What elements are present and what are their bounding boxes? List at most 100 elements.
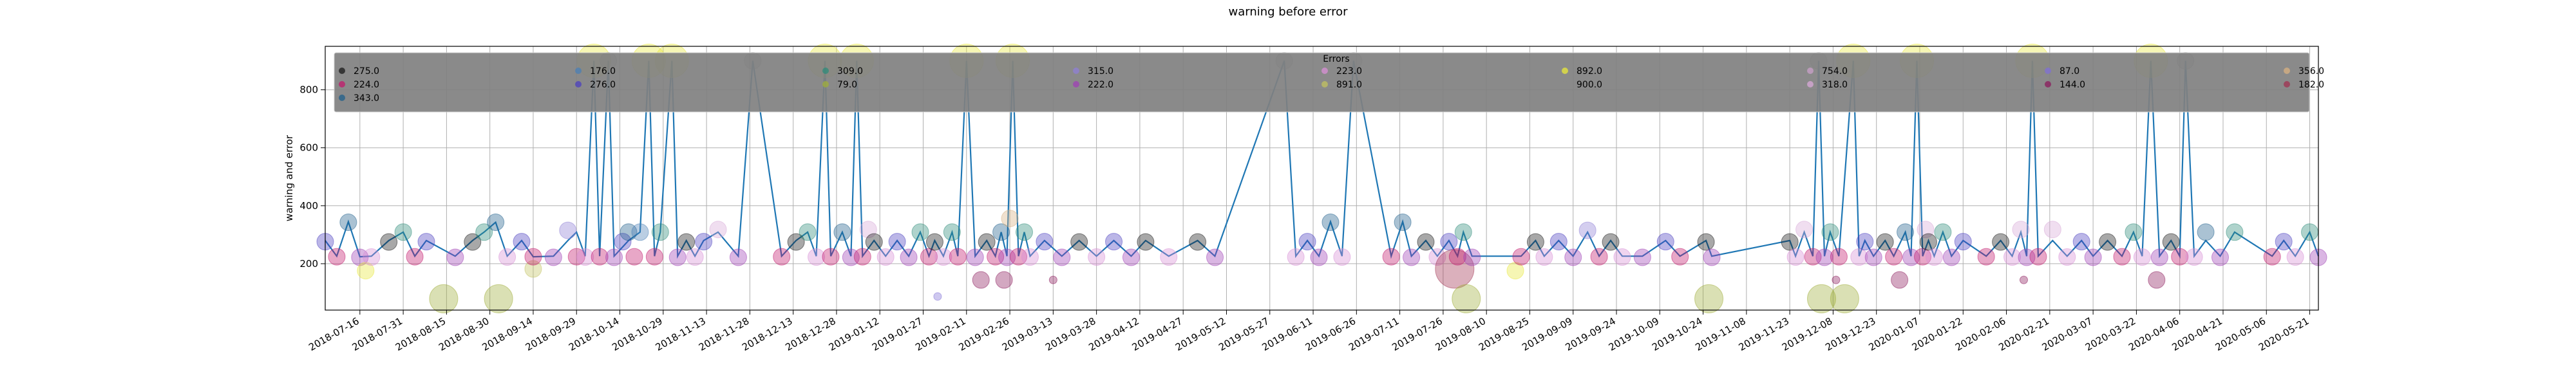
y-tick-label: 800 [299,84,318,96]
data-point [1287,248,1305,266]
data-point [363,248,381,266]
legend-marker [575,81,582,87]
data-point [1440,233,1458,251]
data-point [406,248,424,266]
data-point [1506,262,1524,280]
data-point [2029,248,2047,266]
data-point [1954,233,1972,251]
data-point [1815,248,1833,266]
data-point [1864,248,1882,266]
data-point [2211,248,2229,266]
data-point [2197,223,2215,241]
data-point [1321,213,1340,231]
data-point [1036,233,1054,251]
data-point [2012,221,2030,239]
legend-label: 275.0 [354,66,379,77]
data-point [1448,248,1466,266]
legend-label: 900.0 [1577,80,1602,90]
data-point [1656,233,1674,251]
data-point [1856,233,1874,251]
legend-marker [1562,68,1568,74]
plot-frame [325,46,2319,311]
legend-marker [339,81,345,87]
data-point [1919,233,1937,251]
legend-label: 315.0 [1088,66,1113,77]
data-point [394,223,412,241]
series-line [325,60,2320,259]
y-tick-label: 600 [299,142,318,154]
data-point [1934,223,1952,241]
data-point [888,233,906,251]
data-point [605,248,623,266]
data-point [853,248,871,266]
legend-marker [1807,68,1814,74]
data-point [943,223,961,241]
data-point [498,248,516,266]
data-point [1206,248,1224,266]
data-point [709,221,727,239]
data-point [1633,248,1651,266]
data-point [1795,221,1814,239]
data-point [2150,248,2168,266]
data-point [1435,249,1475,289]
data-point [1189,233,1207,251]
data-point [1897,223,1915,241]
data-point [1564,248,1582,266]
data-point [429,284,459,313]
data-point [484,284,513,313]
data-point [1512,248,1530,266]
data-point [625,248,643,266]
data-point [833,223,851,241]
data-point [1428,248,1446,266]
data-point [934,248,952,266]
data-point [1549,233,1567,251]
data-point [668,248,687,266]
data-point [1830,248,1848,266]
data-point [1160,248,1178,266]
data-point [2019,275,2028,284]
legend: Errors 275.0 224.0 343.0 176.0 276.0 309.0 79.… [334,52,2324,113]
legend-label: 892.0 [1577,66,1602,77]
data-point [911,223,929,241]
data-point [1578,221,1596,239]
data-point [2113,248,2131,266]
legend-box [334,52,2310,113]
data-point [1671,248,1689,266]
data-point [1122,248,1140,266]
legend-marker [1807,81,1814,87]
data-point [865,233,883,251]
legend-label: 79.0 [837,80,857,90]
data-point [2084,248,2102,266]
data-point [339,213,357,231]
data-point [729,248,747,266]
data-point [2133,248,2151,266]
data-point [2043,221,2061,239]
data-point [2125,223,2143,241]
data-point [1452,284,1481,313]
data-point [631,223,649,241]
data-point [1394,213,1412,231]
data-point [925,233,943,251]
data-point [1942,248,1960,266]
data-point [1925,248,1943,266]
legend-marker [339,68,345,74]
data-point [1298,233,1316,251]
data-point [1891,271,1909,289]
legend-marker [822,68,829,74]
data-point [1992,233,2010,251]
legend-label: 309.0 [837,66,863,77]
data-point [2226,223,2244,241]
data-point [686,248,704,266]
legend-label: 276.0 [590,80,616,90]
y-axis: 200 400 600 800 [299,84,325,270]
data-point [1535,248,1553,266]
data-point [446,248,464,266]
legend-marker [1073,68,1079,74]
data-point [677,233,696,251]
legend-marker [1562,81,1568,87]
data-point [1832,275,1841,284]
legend-marker [2284,68,2290,74]
data-point [799,223,817,241]
data-point [1382,248,1400,266]
data-point [1137,233,1155,251]
